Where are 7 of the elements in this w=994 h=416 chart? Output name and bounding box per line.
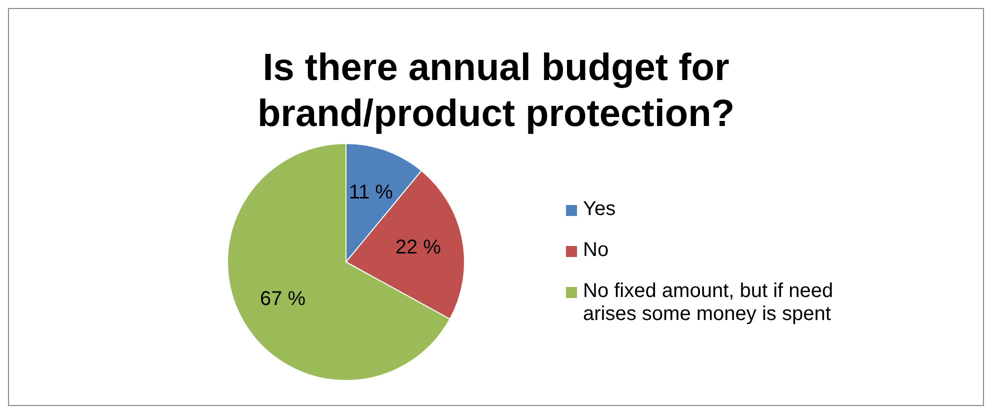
- legend-label: No fixed amount, but if need arises some money is spent: [583, 280, 834, 326]
- legend-label: No: [583, 239, 609, 262]
- data-label: 22 %: [395, 236, 442, 259]
- chart-title: Is there annual budget for brand/product protection?: [256, 46, 736, 137]
- data-label: 67 %: [260, 288, 306, 310]
- legend-label: Yes: [583, 198, 616, 221]
- data-label: 11 %: [348, 181, 394, 204]
